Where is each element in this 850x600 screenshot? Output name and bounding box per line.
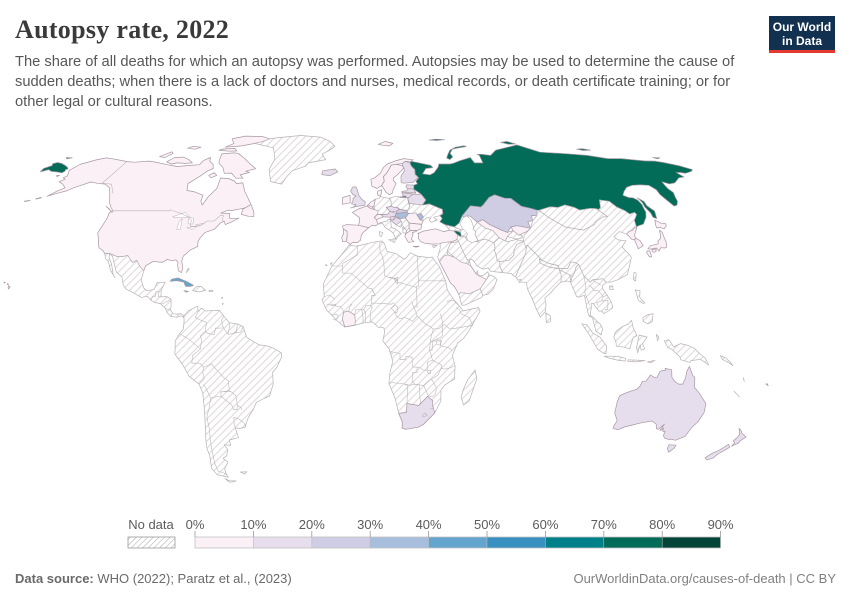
svg-text:30%: 30% bbox=[357, 517, 383, 532]
svg-text:10%: 10% bbox=[240, 517, 266, 532]
svg-text:80%: 80% bbox=[649, 517, 675, 532]
svg-text:90%: 90% bbox=[708, 517, 734, 532]
svg-text:20%: 20% bbox=[299, 517, 325, 532]
svg-text:40%: 40% bbox=[416, 517, 442, 532]
svg-text:50%: 50% bbox=[474, 517, 500, 532]
svg-text:No data: No data bbox=[128, 517, 174, 532]
svg-text:70%: 70% bbox=[591, 517, 617, 532]
svg-text:0%: 0% bbox=[186, 517, 205, 532]
svg-text:60%: 60% bbox=[532, 517, 558, 532]
